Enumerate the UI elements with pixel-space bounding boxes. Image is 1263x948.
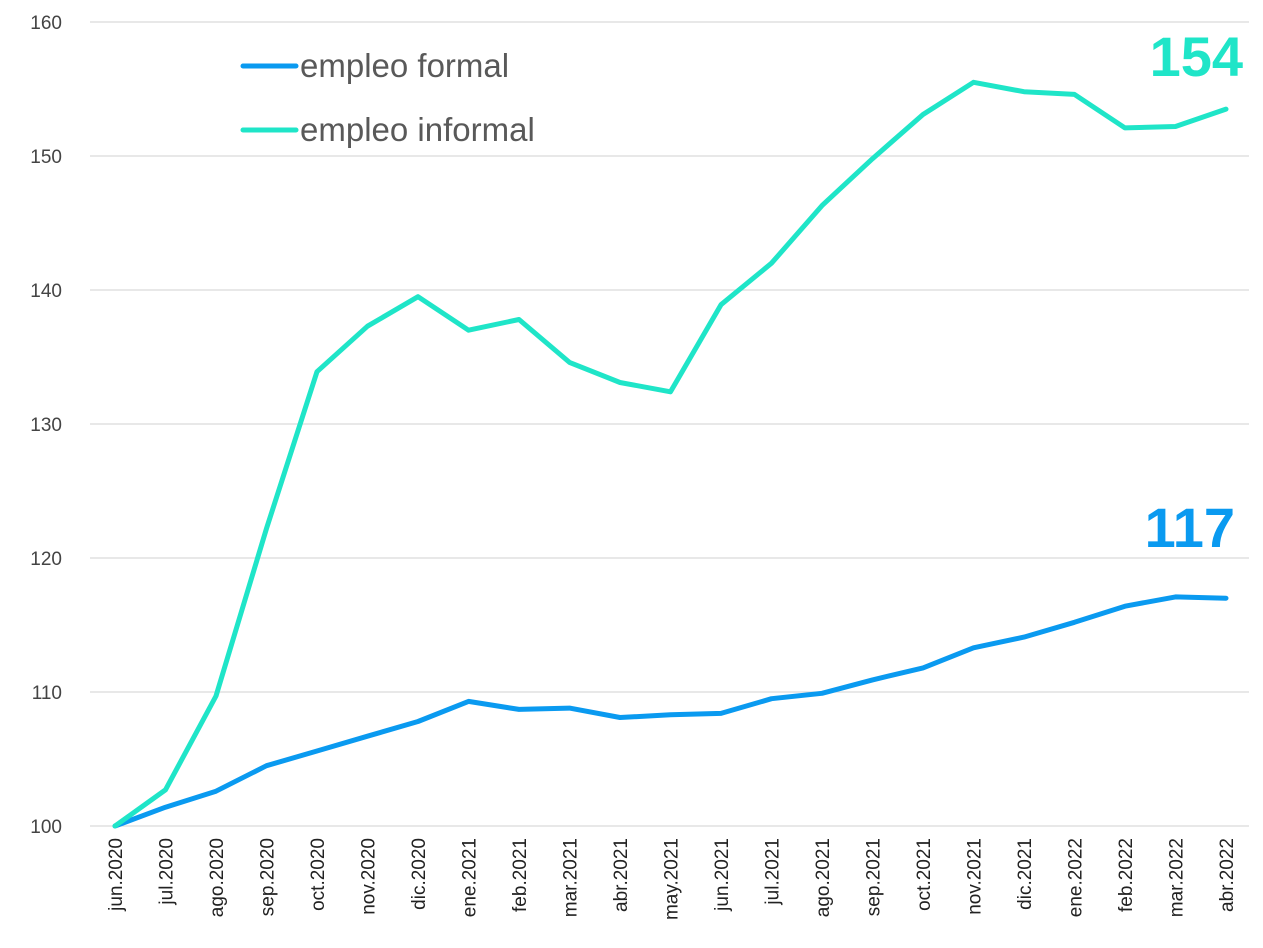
legend: empleo formal empleo informal — [240, 47, 535, 148]
y-axis-tick-labels: 100 110 120 130 140 150 160 — [30, 13, 62, 838]
x-tick-label: jun.2020 — [106, 838, 127, 912]
x-axis-tick-labels: jun.2020 jul.2020 ago.2020 sep.2020 oct.2020… — [106, 838, 1238, 920]
x-tick-label: jul.2021 — [763, 838, 784, 906]
y-tick-label: 150 — [30, 147, 62, 168]
x-tick-label: ene.2021 — [460, 838, 481, 917]
x-tick-label: oct.2020 — [308, 838, 329, 911]
x-tick-label: abr.2022 — [1217, 838, 1238, 912]
legend-label: empleo formal — [300, 47, 509, 84]
end-value-label: 154 — [1150, 25, 1243, 88]
end-value-label: 117 — [1145, 496, 1235, 559]
series-lines — [112, 79, 1229, 829]
x-tick-label: sep.2021 — [864, 838, 885, 916]
grid-lines — [90, 21, 1249, 827]
x-tick-label: may.2021 — [662, 838, 683, 920]
x-tick-label: nov.2020 — [359, 838, 380, 915]
x-tick-label: ene.2022 — [1066, 838, 1087, 917]
y-tick-label: 160 — [30, 13, 62, 34]
x-tick-label: sep.2020 — [258, 838, 279, 916]
x-tick-label: feb.2021 — [510, 838, 531, 912]
x-tick-label: dic.2020 — [409, 838, 430, 910]
x-tick-label: dic.2021 — [1015, 838, 1036, 910]
x-tick-label: jun.2021 — [712, 838, 733, 912]
x-tick-label: abr.2021 — [611, 838, 632, 912]
y-tick-label: 100 — [30, 817, 62, 838]
series-line-empleo-formal — [112, 594, 1229, 829]
x-tick-label: ago.2021 — [813, 838, 834, 917]
x-tick-label: jul.2020 — [157, 838, 178, 906]
y-tick-label: 130 — [30, 415, 62, 436]
x-tick-label: mar.2021 — [561, 838, 582, 917]
y-tick-label: 120 — [30, 549, 62, 570]
x-tick-label: oct.2021 — [914, 838, 935, 911]
legend-label: empleo informal — [300, 111, 535, 148]
x-tick-label: mar.2022 — [1167, 838, 1188, 917]
x-tick-label: feb.2022 — [1116, 838, 1137, 912]
y-tick-label: 140 — [30, 281, 62, 302]
end-value-labels: 117 154 — [1145, 25, 1243, 559]
x-tick-label: nov.2021 — [965, 838, 986, 915]
series-line-empleo-informal — [112, 79, 1229, 829]
x-tick-label: ago.2020 — [207, 838, 228, 917]
y-tick-label: 110 — [32, 683, 62, 704]
